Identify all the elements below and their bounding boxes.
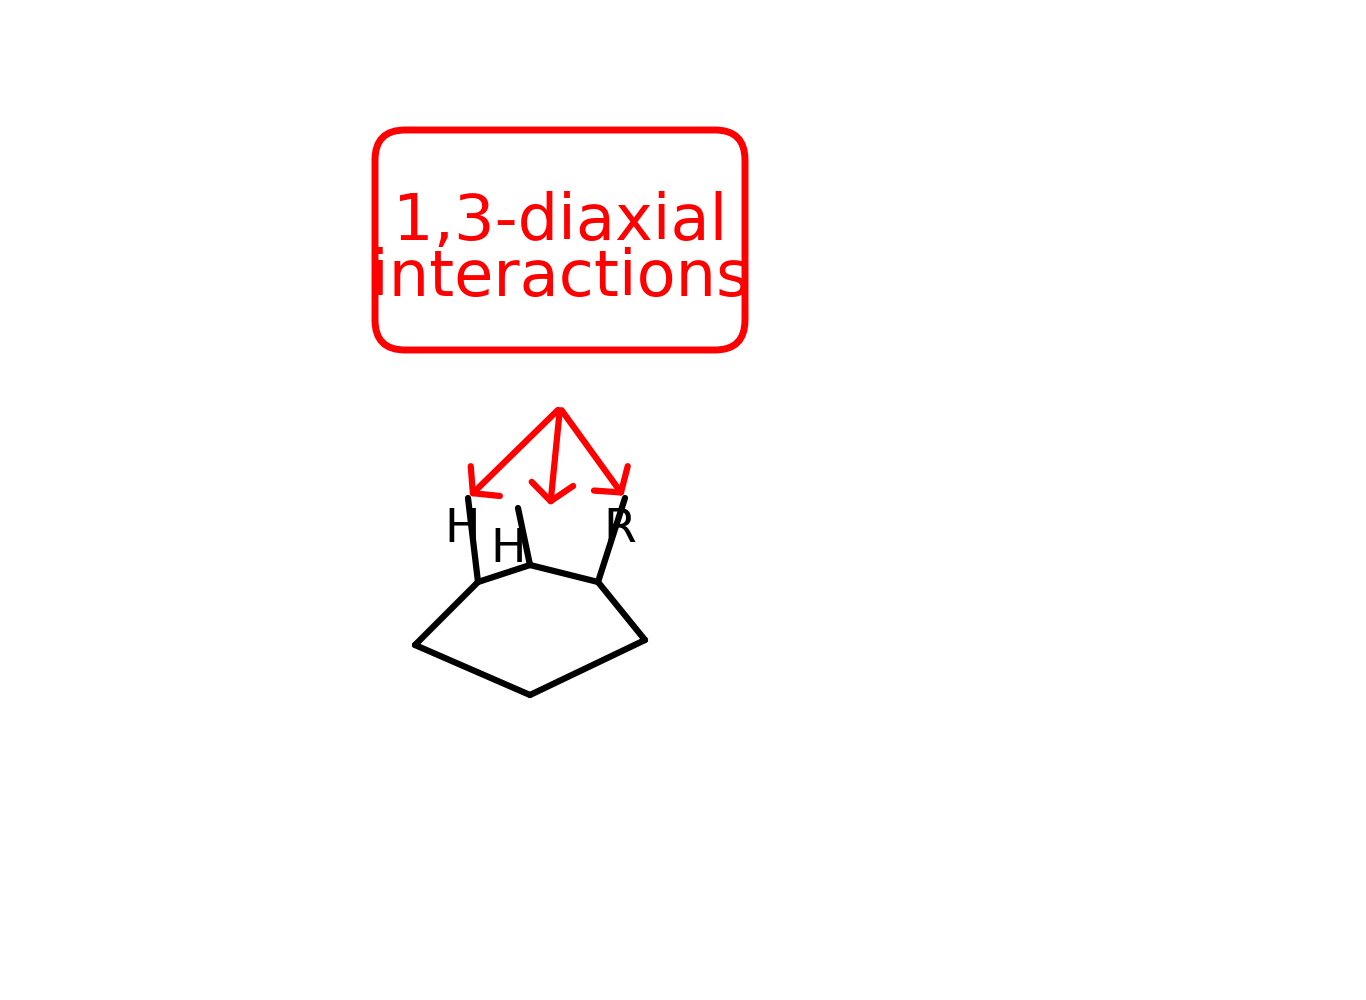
- Text: R: R: [604, 508, 637, 552]
- FancyBboxPatch shape: [376, 130, 744, 350]
- Text: 1,3-diaxial: 1,3-diaxial: [393, 191, 727, 253]
- Text: H: H: [444, 508, 479, 552]
- Text: interactions: interactions: [370, 247, 749, 309]
- Text: H: H: [490, 528, 526, 572]
